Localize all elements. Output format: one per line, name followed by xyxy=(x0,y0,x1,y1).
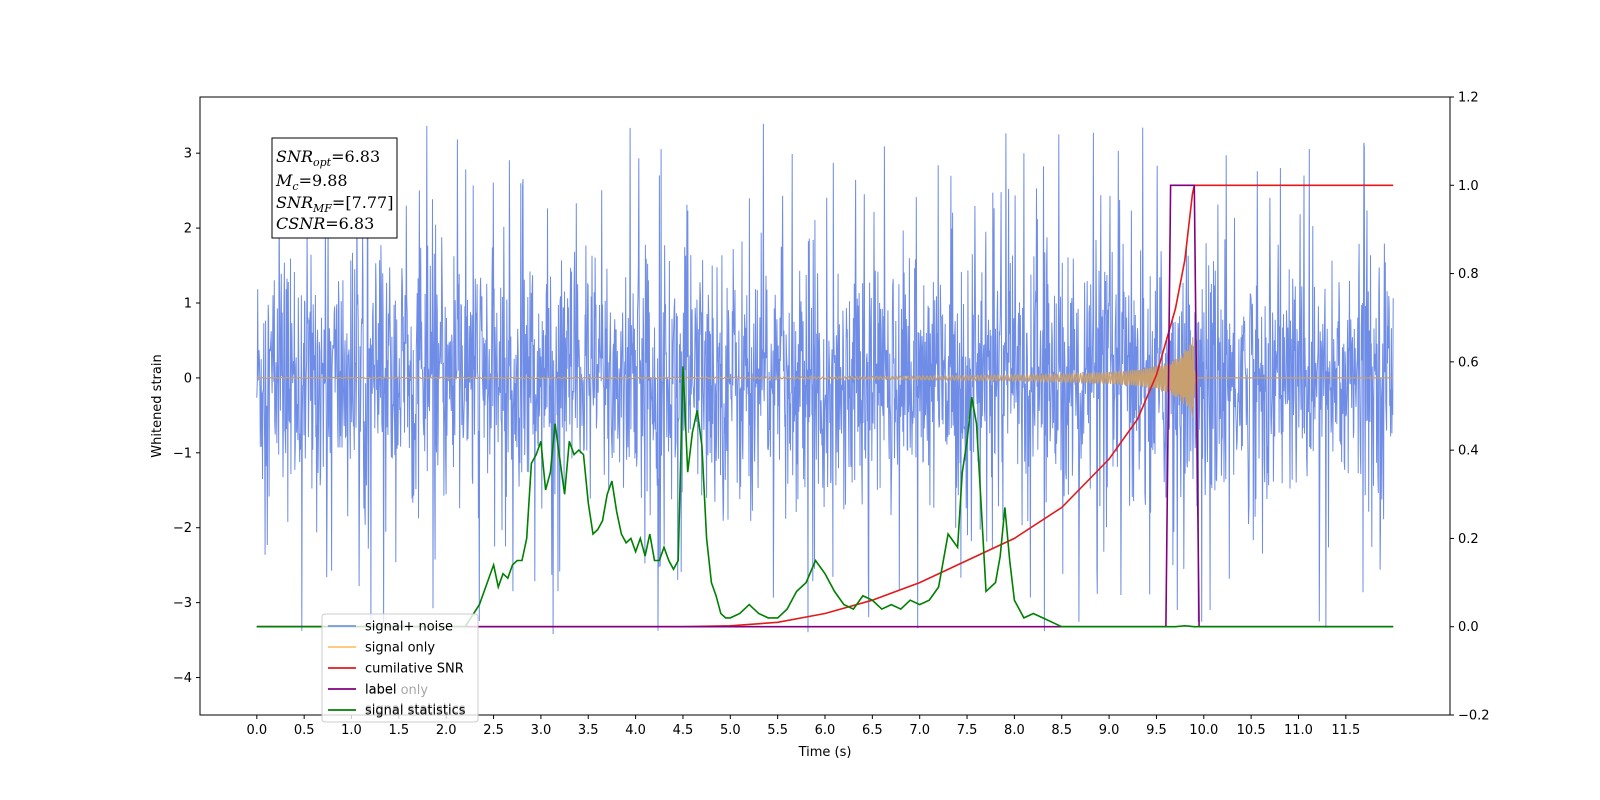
x-tick-label: 3.0 xyxy=(531,723,552,738)
y-left-tick-label: −1 xyxy=(173,446,192,461)
annotation-csnr: CSNR=6.83 xyxy=(276,214,374,233)
y-left-tick-label: −3 xyxy=(173,596,192,611)
y-left-tick-label: 1 xyxy=(184,297,192,312)
annotation-snr-opt: SNRopt=6.83 xyxy=(276,147,380,169)
annotation-box xyxy=(271,137,398,239)
x-tick-label: 9.0 xyxy=(1099,723,1120,738)
x-axis-label: Time (s) xyxy=(798,745,852,760)
y-left-tick-label: 3 xyxy=(184,147,192,162)
legend-label: label xyxy=(365,683,396,698)
x-tick-label: 9.5 xyxy=(1146,723,1167,738)
series-signal-only xyxy=(256,337,1394,433)
y-left-tick-label: 0 xyxy=(184,371,192,386)
y-left-tick-label: 2 xyxy=(184,222,192,237)
x-tick-label: 1.0 xyxy=(341,723,362,738)
x-tick-label: 8.0 xyxy=(1004,723,1025,738)
series-signal-statistics xyxy=(256,366,1394,628)
y-right-tick-label: 0.4 xyxy=(1458,444,1479,459)
annotation-snr-mf: SNRMF=[7.77] xyxy=(276,193,393,215)
x-tick-label: 5.5 xyxy=(767,723,788,738)
x-tick-label: 4.0 xyxy=(625,723,646,738)
x-tick-label: 11.0 xyxy=(1284,723,1313,738)
x-tick-label: 0.0 xyxy=(246,723,267,738)
x-tick-label: 6.5 xyxy=(862,723,883,738)
x-tick-label: 0.5 xyxy=(294,723,315,738)
x-tick-label: 4.5 xyxy=(673,723,694,738)
x-tick-label: 11.5 xyxy=(1331,723,1360,738)
legend-label: cumilative SNR xyxy=(365,662,464,677)
x-tick-label: 2.5 xyxy=(483,723,504,738)
annotation-mc: Mc=9.88 xyxy=(275,171,348,193)
legend-box xyxy=(321,613,479,723)
y-right-tick-label: 1.0 xyxy=(1458,179,1479,194)
x-tick-label: 1.5 xyxy=(389,723,410,738)
x-tick-label: 5.0 xyxy=(720,723,741,738)
x-tick-label: 8.5 xyxy=(1051,723,1072,738)
x-tick-label: 7.0 xyxy=(909,723,930,738)
x-tick-label: 3.5 xyxy=(578,723,599,738)
plot-area xyxy=(256,123,1394,635)
legend-hidden-text-signal-statistics: signal statistics xyxy=(365,702,466,717)
series-cumilative-snr xyxy=(256,184,1394,628)
x-tick-label: 7.5 xyxy=(957,723,978,738)
y-left-tick-label: −2 xyxy=(173,521,192,536)
series-signal-noise xyxy=(256,123,1394,635)
legend-label: signal only xyxy=(365,641,435,656)
x-tick-label: 10.0 xyxy=(1189,723,1218,738)
y-right-tick-label: 0.6 xyxy=(1458,355,1479,370)
y-right-tick-label: −0.2 xyxy=(1458,709,1490,724)
x-tick-label: 10.5 xyxy=(1237,723,1266,738)
x-tick-label: 2.0 xyxy=(436,723,457,738)
legend-hidden-text-label-only: label only xyxy=(365,683,428,698)
x-tick-label: 6.0 xyxy=(815,723,836,738)
y-left-tick-label: −4 xyxy=(173,671,192,686)
legend-label: signal+ noise xyxy=(365,620,453,635)
y-right-tick-label: 0.2 xyxy=(1458,532,1479,547)
legend: label only signal statistics signal+ noi… xyxy=(321,613,479,723)
y-right-tick-label: 0.0 xyxy=(1458,620,1479,635)
y-right-tick-label: 1.2 xyxy=(1458,91,1479,106)
y-axis-label: Whitened strain xyxy=(150,354,165,457)
stats-annotation: SNRopt=6.83 Mc=9.88 SNRMF=[7.77] CSNR=6.… xyxy=(271,137,398,239)
y-right-tick-label: 0.8 xyxy=(1458,267,1479,282)
legend-label: signal statistics xyxy=(365,704,466,719)
axes: 0.0 0.5 1.0 1.5 2.0 2.5 3.0 3.5 4.0 4.5 5.0 5.5 6.0 6… xyxy=(150,91,1490,761)
